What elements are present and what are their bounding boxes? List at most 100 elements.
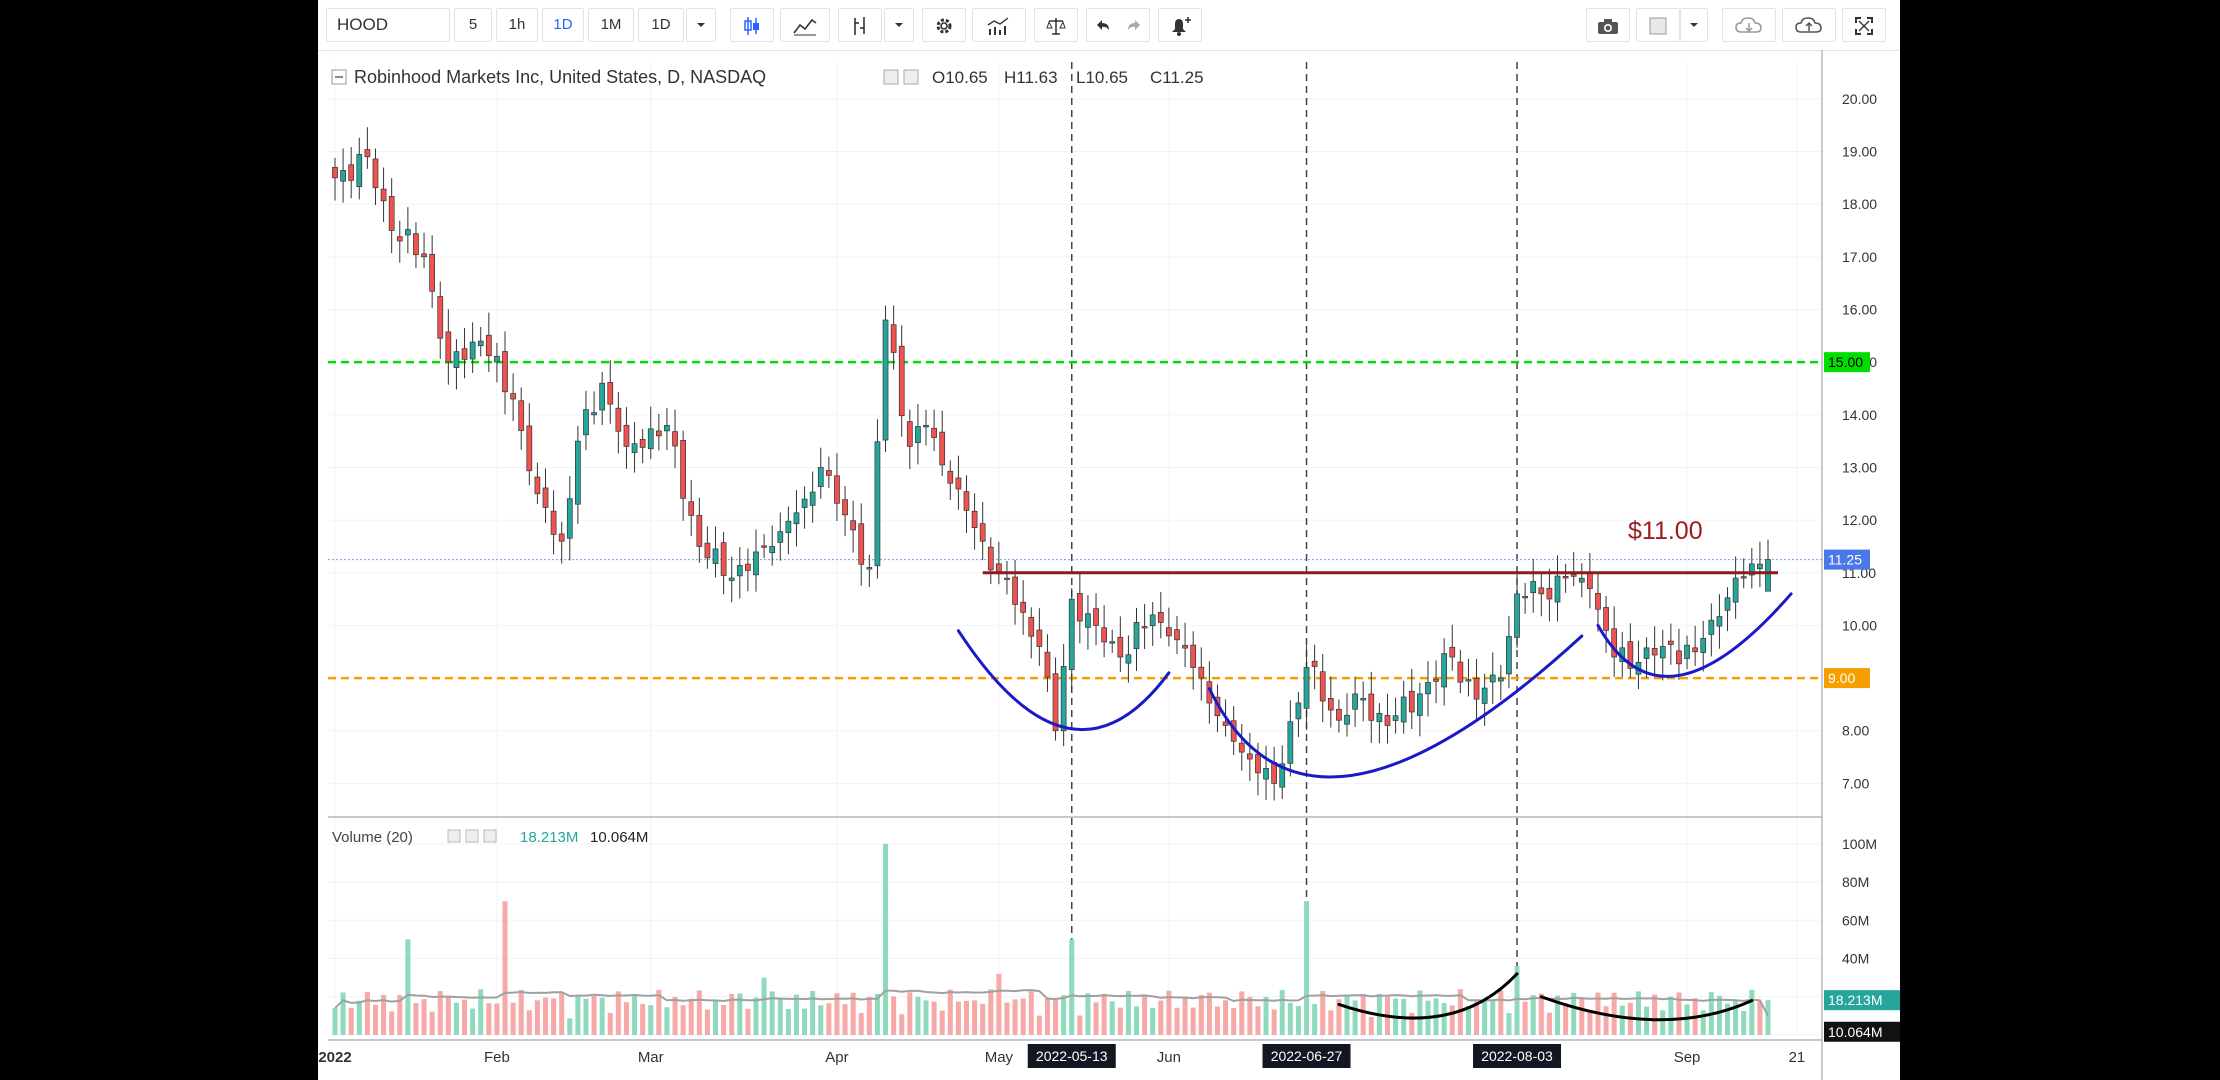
candle-body: [736, 565, 743, 577]
candle: [777, 512, 784, 561]
legend-high: H11.63: [1004, 68, 1058, 87]
volume-bar: [1725, 1003, 1731, 1035]
candle-body: [963, 491, 970, 511]
volume-bar: [1239, 991, 1245, 1035]
level-badge-15.00-bg: [1824, 352, 1870, 373]
candle: [1352, 676, 1358, 727]
candle: [623, 407, 630, 469]
color-theme-icon[interactable]: [1636, 8, 1680, 42]
candle-body: [607, 382, 614, 405]
candle: [947, 460, 954, 500]
volume-bar: [1603, 1006, 1609, 1035]
candle: [1473, 658, 1480, 720]
volume-bar: [891, 996, 897, 1035]
alert-bell-icon[interactable]: [1158, 8, 1202, 42]
candle: [1627, 623, 1634, 679]
candle: [1700, 620, 1707, 672]
interval-chevron-down-icon[interactable]: [686, 8, 716, 42]
price-tick-label: 19.00: [1842, 144, 1877, 160]
chart-title: Robinhood Markets Inc, United States, D,…: [354, 67, 766, 87]
interval-1d-button[interactable]: 1D: [542, 8, 584, 42]
volume-bar: [510, 1002, 516, 1035]
compare-icon[interactable]: [780, 8, 830, 42]
fullscreen-icon[interactable]: [1842, 8, 1886, 42]
volume-bar: [648, 1005, 654, 1035]
candle: [898, 325, 905, 437]
indicators-chevron-down-icon[interactable]: [884, 8, 914, 42]
candle-body: [1295, 702, 1302, 720]
camera-snapshot-icon[interactable]: [1586, 8, 1630, 42]
candle: [1133, 607, 1140, 671]
legend-options-icons[interactable]: [883, 69, 919, 85]
candle-body: [1441, 653, 1448, 688]
candle-body: [534, 476, 541, 495]
volume-bar: [826, 1003, 832, 1035]
indicators-icon[interactable]: [838, 8, 882, 42]
candle-body: [1068, 598, 1075, 671]
volume-bar: [1409, 1012, 1415, 1035]
interval-1h-button[interactable]: 1h: [496, 8, 538, 42]
chart-app: HOOD 5 1h 1D 1M 1D: [318, 0, 1900, 1080]
candles-icon[interactable]: [730, 8, 774, 42]
candle: [1271, 746, 1278, 801]
candle: [971, 493, 978, 550]
candle: [1174, 616, 1180, 655]
bar-stats-icon[interactable]: [972, 8, 1026, 42]
candle-body: [1473, 678, 1480, 700]
candle: [1724, 587, 1731, 632]
settings-gear-icon[interactable]: [922, 8, 966, 42]
volume-bar: [874, 993, 880, 1035]
volume-bar: [1522, 1001, 1528, 1035]
volume-bar: [939, 1010, 945, 1035]
candle-body: [1263, 768, 1269, 780]
candle-body: [1708, 619, 1715, 635]
candle: [1489, 652, 1496, 704]
cloud-upload-icon[interactable]: [1782, 8, 1836, 42]
candle-body: [1425, 682, 1431, 695]
price-chart[interactable]: 20.00 19.00 18.00 17.00 16.00 15.00 14.00 13.00…: [318, 50, 1900, 1080]
interval-1m-button[interactable]: 1M: [588, 8, 634, 42]
redo-icon[interactable]: [1118, 8, 1150, 42]
volume-bar: [1352, 1000, 1358, 1035]
symbol-search-input[interactable]: HOOD: [326, 8, 450, 42]
candle: [615, 392, 622, 454]
candle-body: [834, 475, 840, 504]
candle-body: [1368, 693, 1375, 721]
candle: [1732, 556, 1739, 619]
candle-body: [1246, 753, 1253, 760]
volume-bar: [1150, 1008, 1156, 1035]
volume-bar: [1757, 1001, 1763, 1035]
candle: [469, 322, 476, 373]
level-badge-15.00: 15.00: [1828, 354, 1863, 370]
highlight-date-label: 2022-05-13: [1036, 1048, 1108, 1064]
cloud-download-icon[interactable]: [1722, 8, 1776, 42]
candle: [413, 222, 419, 269]
volume-bar: [923, 1000, 929, 1035]
volume-bar: [802, 1008, 808, 1035]
candle: [1198, 647, 1205, 701]
interval-5m-button[interactable]: 5: [454, 8, 492, 42]
candle-body: [1595, 592, 1601, 610]
candle: [753, 529, 759, 592]
volume-arc-left: [1337, 972, 1519, 1020]
volume-bar: [1417, 990, 1423, 1035]
volume-bar: [696, 990, 702, 1035]
volume-legend-options-icons[interactable]: [447, 829, 497, 843]
undo-icon[interactable]: [1086, 8, 1118, 42]
balance-scale-icon[interactable]: [1034, 8, 1078, 42]
theme-chevron-down-icon[interactable]: [1680, 8, 1708, 42]
candle-body: [939, 431, 946, 466]
candle: [996, 541, 1002, 585]
legend-open: O10.65: [932, 68, 988, 87]
candle-body: [550, 510, 557, 535]
candle: [1481, 673, 1488, 727]
interval-dropdown-button[interactable]: 1D: [638, 8, 684, 42]
candle: [785, 506, 792, 555]
candle-body: [429, 253, 436, 292]
price-tick-label: 13.00: [1842, 459, 1877, 475]
candle: [1578, 563, 1585, 598]
volume-bar: [947, 989, 953, 1035]
candle-body: [1514, 593, 1520, 638]
candle: [1497, 664, 1504, 701]
candle-body: [817, 467, 824, 487]
